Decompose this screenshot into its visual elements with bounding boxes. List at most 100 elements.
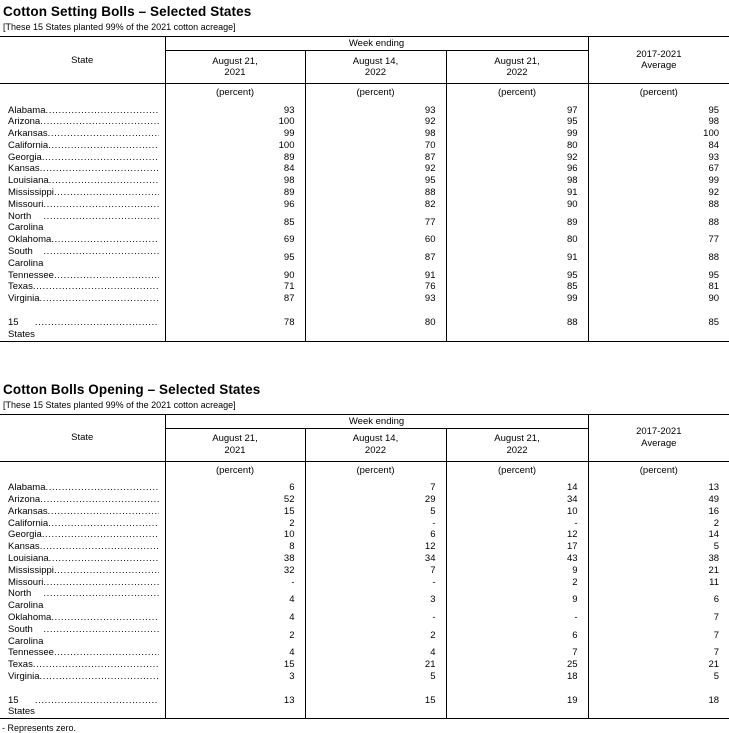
state-cell: Oklahoma <box>0 611 166 624</box>
value-cell: - <box>305 517 447 530</box>
state-name: Texas <box>8 281 33 293</box>
state-name: Mississippi <box>8 187 54 199</box>
value-cell: 95 <box>165 246 306 270</box>
date-line2: 2022 <box>506 67 528 78</box>
value-cell: 17 <box>446 541 589 553</box>
value-cell: 3 <box>305 588 447 612</box>
state-name: California <box>8 139 49 151</box>
state-name: South Carolina <box>8 246 44 269</box>
state-name: Texas <box>8 659 33 671</box>
footnote-represents-zero: - Represents zero. <box>2 723 77 733</box>
dot-leader <box>42 152 159 164</box>
value-cell: 77 <box>305 210 447 235</box>
value-cell: 92 <box>305 163 447 176</box>
table-row: Louisiana 38 34 43 38 <box>0 552 729 565</box>
value-cell: 91 <box>446 187 589 199</box>
state-name: Louisiana <box>8 552 49 564</box>
date-line2: 2021 <box>224 444 246 456</box>
state-cell: Kansas <box>0 541 166 553</box>
state-name: Oklahoma <box>8 234 52 246</box>
table-row: Georgia 89 87 92 93 <box>0 151 729 164</box>
state-cell: Missouri <box>0 198 166 211</box>
table-row: Mississippi 89 88 91 92 <box>0 187 729 199</box>
unit-cell: (percent) <box>305 83 447 105</box>
value-cell: 7 <box>446 647 589 660</box>
date-line1: August 14, <box>352 55 399 67</box>
table-row: Georgia 10 6 12 14 <box>0 529 729 542</box>
date-line1: August 21, <box>212 433 258 445</box>
value-cell: 98 <box>708 116 720 128</box>
table-row: Virginia 87 93 99 90 <box>0 293 729 306</box>
state-name: Louisiana <box>8 175 49 187</box>
value-cell: 93 <box>305 104 447 117</box>
state-cell: Georgia <box>0 529 166 542</box>
table-row: Virginia 3 5 18 5 <box>0 670 729 683</box>
value-cell: 18 <box>446 670 589 683</box>
dot-leader <box>46 105 159 117</box>
dot-leader <box>51 234 158 246</box>
unit-row: (percent) (percent) (percent) (percent) <box>0 461 729 483</box>
table-row: South Carolina 2 2 6 7 <box>0 623 729 648</box>
average-header-line1: 2017-2021 <box>636 48 682 60</box>
week-ending-header: Week ending <box>165 36 589 51</box>
table-row: Tennessee 90 91 95 95 <box>0 269 729 282</box>
value-cell: 14 <box>708 529 720 541</box>
value-cell: 21 <box>305 659 447 671</box>
total-value-cell: 85 <box>708 317 720 329</box>
state-name: North Carolina <box>8 588 44 612</box>
date-column-header: August 21, 2021 <box>165 50 306 84</box>
table-row: Oklahoma 69 60 80 77 <box>0 234 729 247</box>
value-cell: 92 <box>305 116 447 129</box>
dot-leader <box>40 494 158 506</box>
total-value-cell: 80 <box>305 317 447 342</box>
table-row: Oklahoma 4 - - 7 <box>0 611 729 624</box>
header-row-dates: August 21, 2021 August 14, 2022 August 2… <box>0 50 729 84</box>
unit-cell: (percent) <box>639 87 678 98</box>
total-label: 15 States <box>8 317 35 340</box>
value-cell: 15 <box>165 659 306 671</box>
header-row-dates: August 21, 2021 August 14, 2022 August 2… <box>0 428 729 462</box>
header-row-week-ending: State Week ending 2017-2021 Average <box>0 36 729 84</box>
value-cell: 10 <box>446 505 589 518</box>
state-name: Tennessee <box>8 269 54 281</box>
value-cell: 80 <box>446 139 589 152</box>
table-row: South Carolina 95 87 91 88 <box>0 246 729 270</box>
state-name: Kansas <box>8 163 40 175</box>
state-column-header: State <box>0 36 166 84</box>
date-column-header: August 14, 2022 <box>305 50 447 84</box>
value-cell: 7 <box>713 629 720 641</box>
date-column-header: August 14, 2022 <box>305 428 447 462</box>
value-cell: 2 <box>305 623 447 648</box>
state-name: Missouri <box>8 198 44 210</box>
table-row: Alabama 93 93 97 95 <box>0 104 729 117</box>
unit-row: (percent) (percent) (percent) (percent) <box>0 83 729 105</box>
state-name: Alabama <box>8 482 46 494</box>
value-cell: 7 <box>713 611 720 623</box>
total-row: 15 States 13 15 19 18 <box>0 694 729 719</box>
state-name: Oklahoma <box>8 611 52 623</box>
value-cell: 4 <box>305 647 447 660</box>
value-cell: 96 <box>165 198 306 211</box>
table-row: North Carolina 4 3 9 6 <box>0 588 729 612</box>
total-value-cell: 18 <box>708 694 720 706</box>
value-cell: 98 <box>165 175 306 188</box>
dot-leader <box>48 518 158 530</box>
dot-leader <box>33 281 159 293</box>
value-cell: 4 <box>165 611 306 624</box>
section-cotton-bolls-opening: Cotton Bolls Opening – Selected States [… <box>0 382 729 720</box>
value-cell: - <box>305 576 447 589</box>
dot-leader <box>35 317 159 329</box>
value-cell: 98 <box>305 128 447 140</box>
state-name: Arkansas <box>8 128 48 140</box>
value-cell: 49 <box>708 493 720 505</box>
dot-leader <box>40 541 159 553</box>
value-cell: 93 <box>708 151 720 163</box>
state-cell: Louisiana <box>0 552 166 565</box>
state-cell: North Carolina <box>0 210 166 235</box>
state-name: North Carolina <box>8 210 44 234</box>
state-cell: South Carolina <box>0 246 166 270</box>
value-cell: 6 <box>165 482 306 494</box>
value-cell: 96 <box>446 163 589 176</box>
table-row: Arkansas 99 98 99 100 <box>0 128 729 140</box>
dot-leader <box>40 116 158 128</box>
